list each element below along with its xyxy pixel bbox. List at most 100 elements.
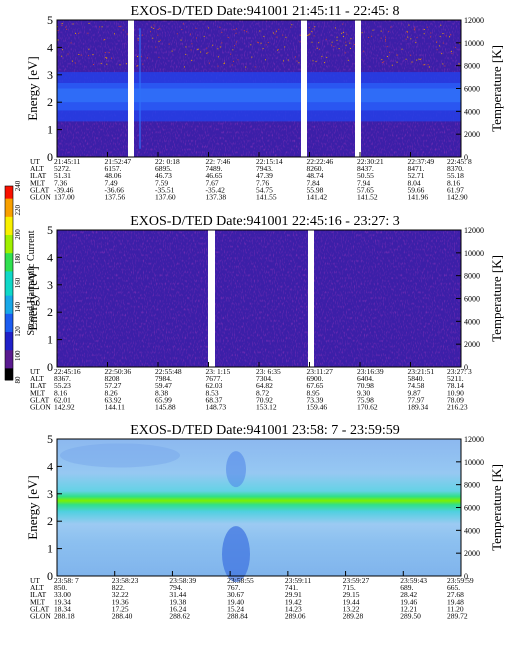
row-label: MLT bbox=[30, 178, 46, 187]
noise-point bbox=[105, 56, 107, 58]
colorbar-segment bbox=[5, 355, 13, 363]
noise-point bbox=[396, 54, 398, 56]
colorbar-segment bbox=[5, 361, 13, 369]
table-cell: 137.56 bbox=[105, 193, 126, 202]
noise-point bbox=[450, 50, 452, 52]
noise-point bbox=[407, 36, 409, 38]
noise-point bbox=[233, 29, 235, 31]
table-cell: 141.96 bbox=[408, 193, 429, 202]
table-cell: 65.99 bbox=[155, 395, 172, 404]
noise-point bbox=[190, 33, 191, 35]
table-cell: -35.51 bbox=[155, 185, 175, 194]
noise-point bbox=[219, 26, 221, 28]
table-cell: 33.00 bbox=[54, 590, 71, 599]
table-cell: 142.90 bbox=[447, 193, 468, 202]
noise-point bbox=[147, 57, 148, 59]
noise-point bbox=[284, 46, 286, 48]
noise-point bbox=[221, 31, 223, 33]
noise-point bbox=[390, 26, 392, 28]
row-label: UT bbox=[30, 367, 40, 376]
y-tick-label: 2 bbox=[47, 305, 53, 319]
y2-tick-label: 2000 bbox=[464, 130, 480, 139]
noise-point bbox=[338, 48, 340, 50]
table-cell: 7.94 bbox=[357, 178, 370, 187]
noise-point bbox=[70, 42, 72, 44]
heatmap-texture bbox=[57, 230, 461, 367]
noise-point bbox=[111, 57, 112, 59]
table-cell: 48.06 bbox=[105, 171, 122, 180]
noise-point bbox=[344, 52, 346, 54]
noise-point bbox=[426, 26, 428, 28]
table-cell: 19.46 bbox=[400, 597, 417, 606]
noise-point bbox=[350, 48, 351, 49]
noise-point bbox=[243, 30, 245, 32]
noise-point bbox=[197, 49, 199, 51]
table-cell: 29.91 bbox=[285, 590, 302, 599]
noise-point bbox=[372, 29, 374, 31]
noise-point bbox=[195, 27, 197, 29]
table-cell: 50.55 bbox=[357, 171, 374, 180]
table-cell: 5211. bbox=[447, 374, 464, 383]
noise-point bbox=[436, 41, 438, 43]
table-cell: 23:59:27 bbox=[343, 576, 370, 585]
y-tick-label: 5 bbox=[47, 13, 53, 27]
noise-point bbox=[217, 56, 219, 58]
row-label: ILAT bbox=[30, 590, 47, 599]
y2-tick-label: 4000 bbox=[464, 526, 480, 535]
noise-point bbox=[424, 64, 426, 66]
table-cell: 145.88 bbox=[155, 403, 176, 412]
noise-point bbox=[321, 55, 323, 57]
noise-point bbox=[415, 42, 417, 44]
table-cell: 59.66 bbox=[408, 185, 425, 194]
noise-point bbox=[410, 38, 412, 40]
noise-point bbox=[157, 29, 159, 30]
table-cell: 19.34 bbox=[54, 597, 71, 606]
noise-point bbox=[283, 60, 284, 62]
noise-point bbox=[137, 56, 138, 57]
table-cell: 21:52:47 bbox=[105, 157, 132, 166]
noise-point bbox=[180, 39, 182, 41]
noise-point bbox=[430, 36, 431, 38]
colorbar-segment bbox=[5, 204, 13, 211]
table-cell: 23:21:51 bbox=[408, 367, 435, 376]
table-cell: 23:58:39 bbox=[169, 576, 196, 585]
y-tick-label: 5 bbox=[47, 223, 53, 237]
y2-tick-label: 4000 bbox=[464, 317, 480, 326]
table-cell: 22: 7:46 bbox=[206, 157, 231, 166]
noise-point bbox=[345, 41, 347, 43]
noise-point bbox=[449, 36, 450, 38]
table-cell: 9.30 bbox=[357, 388, 370, 397]
noise-point bbox=[185, 53, 187, 55]
table-cell: 5840. bbox=[408, 374, 425, 383]
noise-point bbox=[295, 56, 296, 58]
colorbar-segment bbox=[5, 319, 13, 326]
noise-point bbox=[423, 33, 425, 35]
noise-point bbox=[413, 28, 415, 30]
table-cell: 8.16 bbox=[447, 178, 460, 187]
colorbar-segment bbox=[5, 325, 13, 332]
table-cell: 153.12 bbox=[256, 403, 277, 412]
table-cell: 14.23 bbox=[285, 604, 302, 613]
table-cell: 70.92 bbox=[256, 395, 273, 404]
noise-point bbox=[315, 61, 317, 63]
noise-point bbox=[314, 26, 316, 28]
noise-point bbox=[430, 32, 432, 34]
noise-point bbox=[66, 28, 68, 30]
panel-title: EXOS-D/TED Date:941001 21:45:11 - 22:45:… bbox=[131, 4, 400, 19]
table-cell: 17.25 bbox=[112, 604, 129, 613]
table-cell: 8.16 bbox=[54, 388, 67, 397]
table-cell: 22:15:14 bbox=[256, 157, 283, 166]
noise-point bbox=[388, 30, 390, 32]
table-cell: 11.20 bbox=[447, 604, 464, 613]
noise-point bbox=[190, 49, 192, 51]
y2-tick-label: 2000 bbox=[464, 549, 480, 558]
y-tick-label: 2 bbox=[47, 514, 53, 528]
table-cell: 63.92 bbox=[105, 395, 122, 404]
y2-axis-label: Temperature [K] bbox=[489, 464, 504, 551]
noise-point bbox=[411, 61, 413, 63]
colorbar-tick-label: 80 bbox=[14, 376, 22, 384]
table-cell: 288.18 bbox=[54, 612, 75, 621]
table-cell: 7489. bbox=[206, 164, 223, 173]
table-cell: 8.95 bbox=[307, 388, 320, 397]
colorbar-segment bbox=[5, 289, 13, 296]
